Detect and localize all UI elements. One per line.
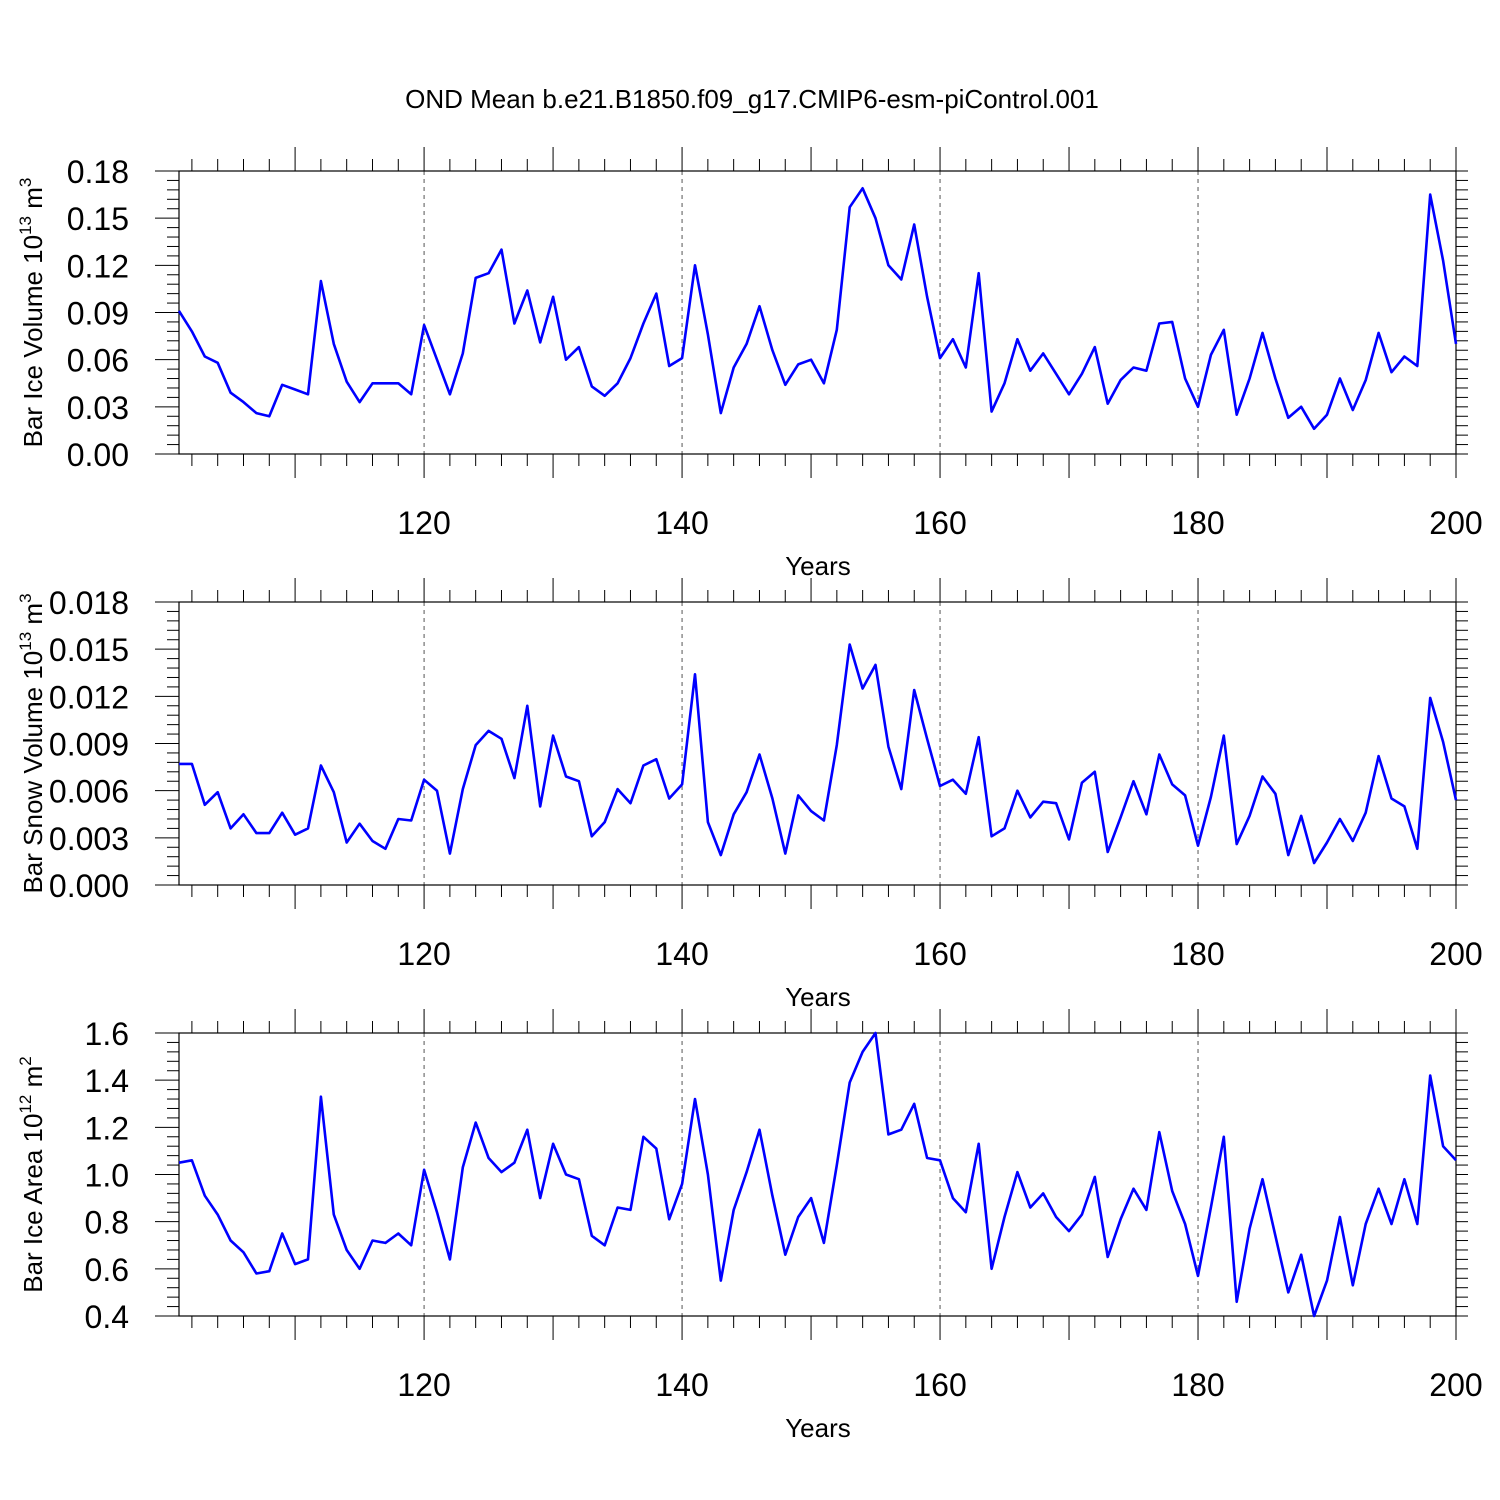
y-tick-label: 0.012 [49,679,129,715]
y-tick-label: 0.6 [85,1252,129,1288]
x-tick-label: 180 [1171,936,1224,972]
x-tick-label: 120 [397,505,450,541]
y-tick-label: 0.000 [49,868,129,904]
chart-panel-1: 0.00 0.03 0.06 0.09 0.12 0.15 0.18 120 140 160 180… [16,147,1483,581]
y-tick-label: 1.2 [85,1110,129,1146]
x-tick-label: 160 [913,936,966,972]
y-tick-label: 0.015 [49,632,129,668]
plot-frame [178,1032,1457,1317]
y-tick-label: 0.003 [49,821,129,857]
y-tick-label: 0.009 [49,727,129,763]
plot-frame [178,170,1457,455]
y-tick-label: 0.4 [85,1299,129,1335]
chart-panel-3: 0.4 0.6 0.8 1.0 1.2 1.4 1.6 120 140 160 180 200 Year… [16,1009,1483,1443]
y-axis-label: Bar Ice Area 1012 m2 [16,1056,48,1293]
y-tick-label: 0.15 [67,201,129,237]
y-axis-label: Bar Snow Volume 1013 m3 [16,593,48,893]
chart-panel-2: 0.000 0.003 0.006 0.009 0.012 0.015 0.018 120 14… [16,578,1483,1012]
x-axis-label: Years [785,982,851,1012]
x-tick-label: 180 [1171,505,1224,541]
x-tick-label: 180 [1171,1367,1224,1403]
y-tick-label: 0.06 [67,343,129,379]
x-tick-label: 140 [655,505,708,541]
x-axis-label: Years [785,1413,851,1443]
y-tick-label: 1.4 [85,1063,129,1099]
y-tick-label: 0.18 [67,154,129,190]
y-tick-label: 0.8 [85,1205,129,1241]
x-tick-label: 200 [1429,505,1482,541]
series-line-bar-ice-area [178,1031,1457,1318]
x-tick-label: 120 [397,936,450,972]
x-tick-label: 160 [913,505,966,541]
y-tick-label: 0.09 [67,296,129,332]
series-line-bar-ice-volume [177,187,1458,431]
x-axis-label: Years [785,551,851,581]
panels: 0.00 0.03 0.06 0.09 0.12 0.15 0.18 120 140 160 180… [16,147,1483,1443]
chart-title: OND Mean b.e21.B1850.f09_g17.CMIP6-esm-p… [405,84,1099,114]
x-tick-label: 140 [655,1367,708,1403]
series-line-bar-snow-volume [179,643,1458,865]
x-tick-label: 160 [913,1367,966,1403]
y-tick-label: 1.0 [85,1158,129,1194]
y-tick-label: 0.03 [67,390,129,426]
x-tick-label: 140 [655,936,708,972]
x-tick-label: 200 [1429,1367,1482,1403]
x-tick-label: 120 [397,1367,450,1403]
y-tick-label: 0.00 [67,437,129,473]
y-tick-label: 0.006 [49,774,129,810]
plot-frame [178,601,1457,886]
y-axis-label: Bar Ice Volume 1013 m3 [16,178,48,448]
x-tick-label: 200 [1429,936,1482,972]
y-tick-label: 0.12 [67,248,129,284]
y-tick-label: 1.6 [85,1016,129,1052]
y-tick-label: 0.018 [49,585,129,621]
